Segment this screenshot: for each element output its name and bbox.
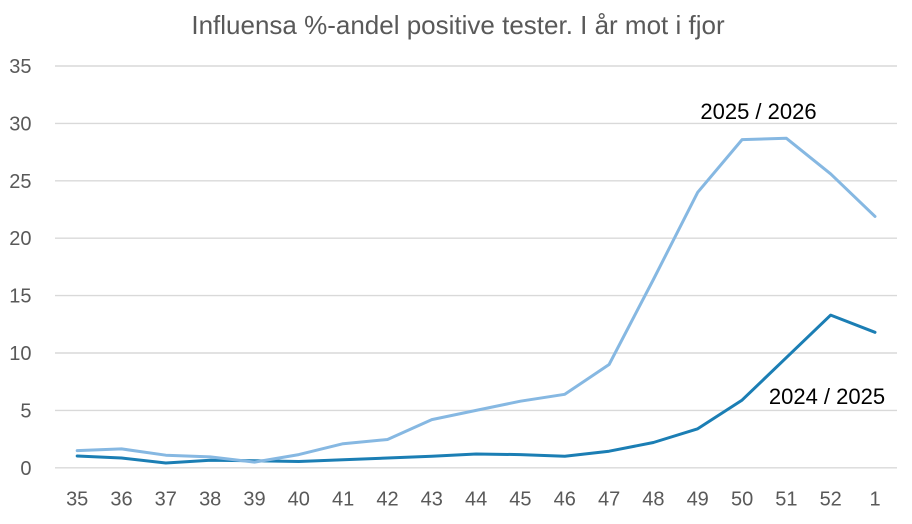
svg-text:35: 35 [66,489,88,511]
svg-text:5: 5 [20,400,31,422]
svg-text:2025 / 2026: 2025 / 2026 [700,99,816,124]
svg-text:35: 35 [9,56,31,78]
svg-text:52: 52 [820,489,842,511]
svg-text:45: 45 [509,489,531,511]
svg-text:30: 30 [9,113,31,135]
svg-text:51: 51 [775,489,797,511]
svg-text:0: 0 [20,458,31,480]
svg-text:46: 46 [554,489,576,511]
svg-text:42: 42 [376,489,398,511]
svg-text:36: 36 [110,489,132,511]
svg-text:39: 39 [243,489,265,511]
svg-text:43: 43 [421,489,443,511]
svg-text:Influensa %-andel positive tes: Influensa %-andel positive tester. I år … [191,10,725,40]
svg-text:44: 44 [465,489,487,511]
svg-text:25: 25 [9,171,31,193]
svg-text:48: 48 [642,489,664,511]
svg-text:50: 50 [731,489,753,511]
svg-text:1: 1 [869,489,880,511]
svg-text:15: 15 [9,286,31,308]
svg-text:2024 / 2025: 2024 / 2025 [769,384,885,409]
svg-text:38: 38 [199,489,221,511]
svg-text:47: 47 [598,489,620,511]
svg-text:37: 37 [155,489,177,511]
svg-text:10: 10 [9,343,31,365]
svg-text:49: 49 [687,489,709,511]
svg-text:20: 20 [9,228,31,250]
svg-text:41: 41 [332,489,354,511]
svg-text:40: 40 [288,489,310,511]
